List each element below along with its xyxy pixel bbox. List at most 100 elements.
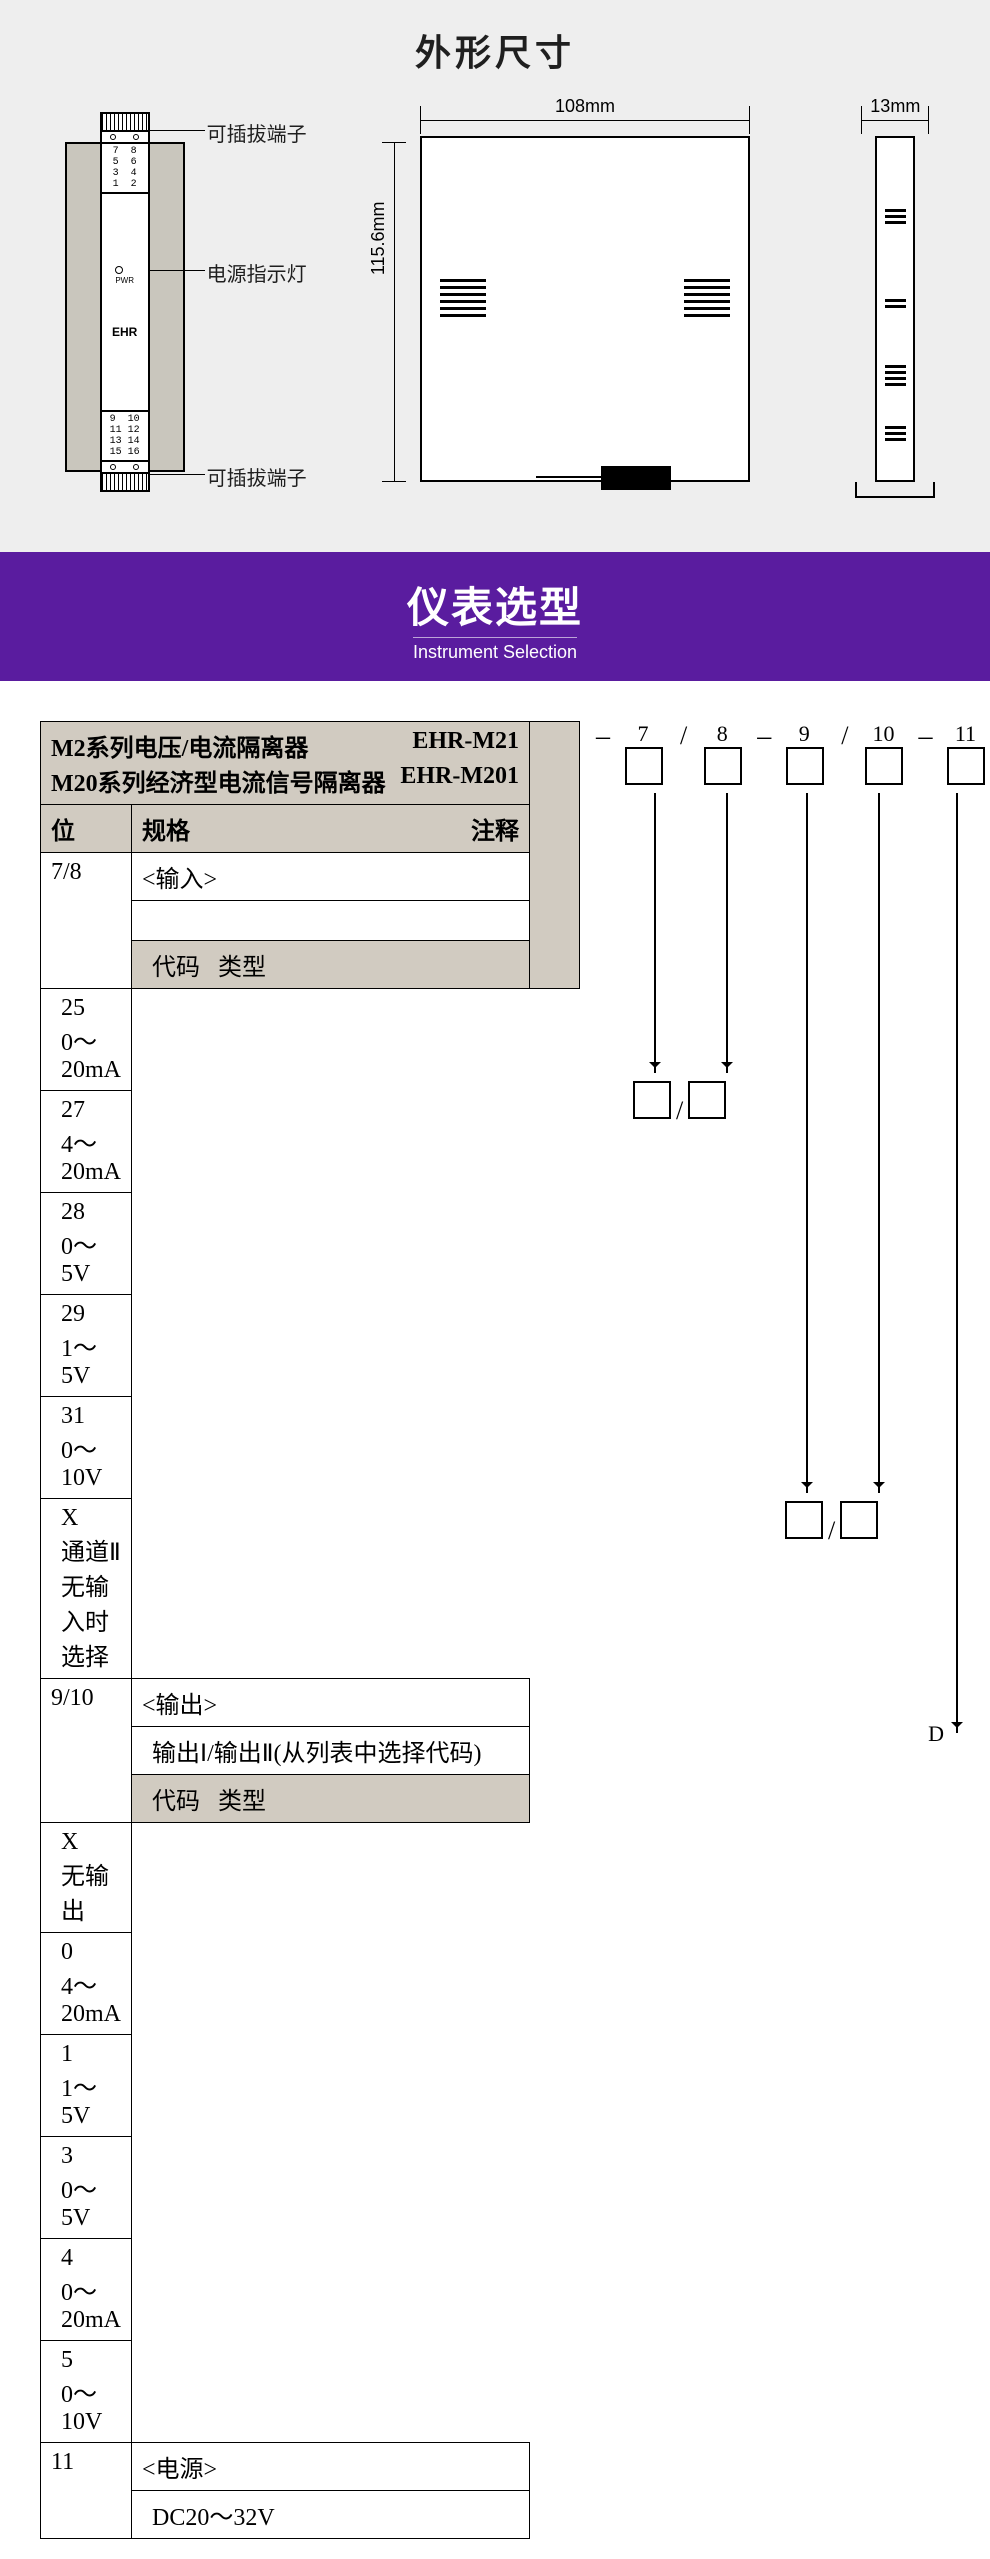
section-title-zh: 仪表选型 [0,574,990,635]
pos-num: 8 [701,721,743,747]
pwr-led-icon [115,266,123,274]
table-row: 7/8 <输入> [41,853,580,901]
type-cell: 0～20mA [61,2280,121,2333]
lead-line [150,130,205,131]
code-cell: 28 [61,1199,121,1226]
thin-view: 13mm [835,92,955,512]
table-row: 280～5V [41,1193,580,1295]
section-title-en: Instrument Selection [413,637,577,663]
lead-top-label: 可插拔端子 [207,118,307,147]
col-header-row: 位 规格 注释 [41,805,580,853]
type-cell: 0～10V [61,1438,102,1491]
box-pair: / [630,1081,729,1126]
pos-num: 10 [862,721,904,747]
pos-num: 7 [622,721,664,747]
type-hdr: 类型 [218,955,266,981]
module-body: 7 8 5 6 3 4 1 2 PWR EHR 9 10 11 12 13 14… [100,112,150,492]
model-m201: EHR-M201 [400,763,519,798]
table-row: 25 0～20mA [41,989,580,1091]
lead-line [150,270,205,271]
code-cell: 3 [61,2143,121,2170]
box-pair: / [782,1501,881,1546]
thin-outline [875,136,915,482]
pos-power: 11 [41,2443,132,2539]
arrow-icon [726,793,728,1073]
code-cell: 5 [61,2347,121,2374]
table-row: 30～5V [41,2137,580,2239]
type-hdr: 类型 [218,1789,266,1815]
d-label: D [928,1721,944,2539]
dimensions-section: 外形尺寸 7 8 5 6 3 4 1 2 PWR EHR 9 10 11 12 … [0,0,990,552]
table-header-row: M2系列电压/电流隔离器 EHR-M21 M20系列经济型电流信号隔离器 EHR… [41,722,580,805]
arrow-icon [806,793,808,1493]
type-cell: 0～10V [61,2382,102,2435]
thin-width-value: 13mm [861,96,929,117]
table-row: X 通道Ⅱ无输入时选择 [41,1499,580,1679]
box-icon [786,747,824,785]
pos-output: 9/10 [41,1679,132,1823]
table-row: 5 0～10V [41,2341,580,2443]
code-cell: 31 [61,1403,121,1430]
cap-top [102,114,148,132]
code-cell: 27 [61,1097,121,1124]
screws-bot [102,460,148,472]
cable-icon [536,476,601,478]
type-cell: 1～5V [61,2076,97,2129]
table-row: 1 1～5V [41,2035,580,2137]
width-value: 108mm [420,96,750,117]
ordering-diagram: – 7 / 8 – 9 / 10 – 11 / / D [596,721,950,2539]
code-cell: 0 [61,1939,121,1966]
code-cell: X [61,1505,121,1532]
drawings-row: 7 8 5 6 3 4 1 2 PWR EHR 9 10 11 12 13 14… [16,92,974,512]
arrow-icon [878,793,880,1493]
pins-top: 7 8 5 6 3 4 1 2 [102,144,148,194]
height-dim: 115.6mm [380,142,408,482]
table-row: 9/10 <输出> [41,1679,580,1727]
selection-table: M2系列电压/电流隔离器 EHR-M21 M20系列经济型电流信号隔离器 EHR… [40,721,580,2539]
box-icon [633,1081,671,1119]
type-cell: 通道Ⅱ无输入时选择 [61,1540,121,1671]
table-row: 11 <电源> [41,2443,580,2491]
width-dim: 108mm [420,102,750,130]
thin-width-dim: 13mm [861,102,929,130]
profile-outline [420,136,750,482]
code-cell: 4 [61,2245,121,2272]
col-pos: 位 [41,805,132,853]
arrow-icon [654,793,656,1073]
box-icon [947,747,985,785]
type-cell: 4～20mA [61,1132,121,1185]
type-cell: 0～20mA [61,1030,121,1083]
pos-input: 7/8 [41,853,132,989]
arrow-icon [956,793,958,1733]
code-cell: X [61,1829,121,1856]
screws-top [102,132,148,144]
power-row: DC20～32V [132,2491,530,2539]
table-row: 27 4～20mA [41,1091,580,1193]
series-m2: M2系列电压/电流隔离器 [51,728,308,763]
side-view: 108mm 115.6mm [350,92,770,512]
box-icon [840,1501,878,1539]
pos-num: 9 [783,721,825,747]
output-title: <输出> [132,1679,530,1727]
code-cell: 25 [61,995,121,1022]
type-cell: 4～20mA [61,1974,121,2027]
thin-base [855,482,935,498]
box-icon [688,1081,726,1119]
box-icon [625,747,663,785]
power-title: <电源> [132,2443,530,2491]
table-row: X 无输出 [41,1823,580,1933]
cap-bot [102,472,148,490]
pins-bot: 9 10 11 12 13 14 15 16 [102,410,148,460]
connector-icon [601,466,671,490]
code-cell: 1 [61,2041,121,2068]
lead-bot-label: 可插拔端子 [207,462,307,491]
table-row: 4 0～20mA [41,2239,580,2341]
box-icon [785,1501,823,1539]
section-header: 仪表选型 Instrument Selection [0,552,990,681]
type-cell: 无输出 [61,1864,109,1925]
dims-title: 外形尺寸 [16,24,974,76]
box-icon [865,747,903,785]
code-cell: 29 [61,1301,121,1328]
pwr-label: PWR [115,276,134,285]
front-view: 7 8 5 6 3 4 1 2 PWR EHR 9 10 11 12 13 14… [35,92,285,512]
